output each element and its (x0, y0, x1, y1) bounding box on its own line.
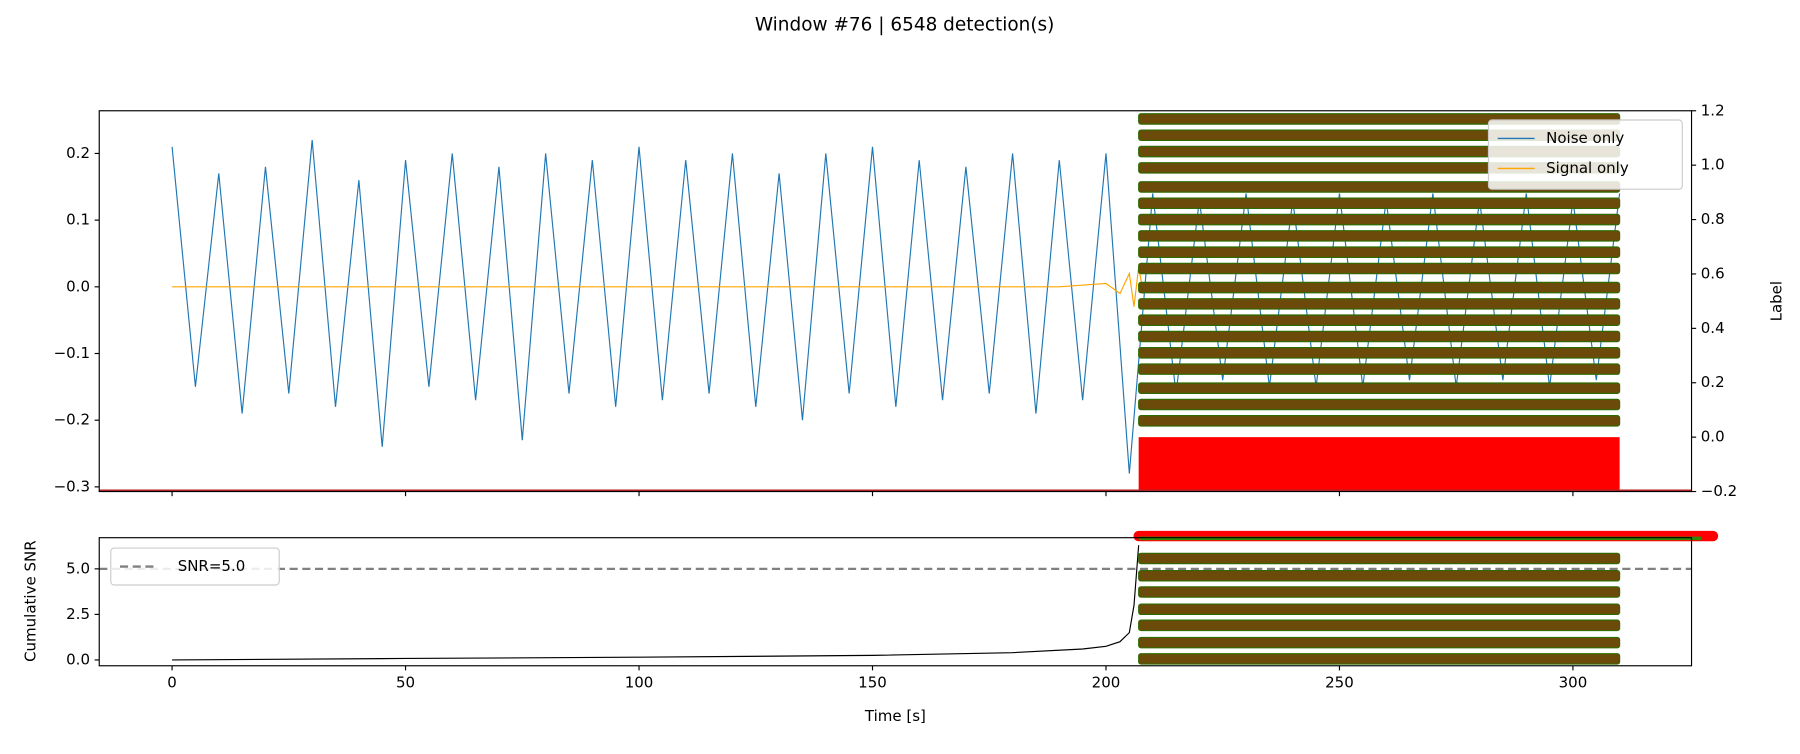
y2-tick-label: 1.2 (1701, 101, 1725, 119)
series-line (172, 545, 1140, 661)
y-tick-label: −0.2 (54, 411, 90, 429)
x-tick-label: 150 (858, 674, 887, 692)
detection-stripe (1138, 298, 1621, 310)
legend-label: Noise only (1546, 129, 1624, 147)
series-line (172, 266, 1154, 307)
detection-stripe (1138, 347, 1621, 359)
detection-stripe (1138, 330, 1621, 343)
detection-stripe (1138, 246, 1621, 258)
detection-stripe (1138, 636, 1621, 649)
detection-stripe (1138, 363, 1621, 375)
y-tick-label: 5.0 (66, 559, 90, 577)
plot-frame (98, 537, 1693, 667)
detection-stripe (1138, 570, 1621, 582)
y-axis-label: Cumulative SNR (22, 540, 40, 662)
plot-frame (98, 110, 1693, 493)
legend-box (110, 547, 280, 586)
detection-stripe (1138, 197, 1621, 210)
detection-stripe (1138, 281, 1621, 294)
x-tick-label: 0 (167, 674, 177, 692)
x-tick-label: 250 (1325, 674, 1354, 692)
detection-stripe (1138, 314, 1621, 326)
y-tick-label: 0.0 (66, 277, 90, 295)
detection-stripe (1138, 262, 1621, 275)
chart-title: Window #76 | 6548 detection(s) (755, 14, 1055, 35)
x-tick-label: 300 (1559, 674, 1588, 692)
label-band (1138, 437, 1620, 492)
x-tick-label: 200 (1092, 674, 1121, 692)
y2-tick-label: 0.2 (1701, 373, 1725, 391)
y-tick-label: 0.0 (66, 650, 90, 668)
y-tick-label: −0.3 (54, 477, 90, 495)
y-tick-label: 0.1 (66, 211, 90, 229)
y2-tick-label: 0.0 (1701, 428, 1725, 446)
detection-stripe (1138, 603, 1621, 616)
legend-box (1487, 119, 1683, 190)
detection-stripe (1138, 619, 1621, 632)
legend-label: Signal only (1546, 159, 1629, 177)
y2-tick-label: 0.4 (1701, 319, 1725, 337)
y2-tick-label: 0.8 (1701, 210, 1725, 228)
detection-stripe (1138, 586, 1621, 598)
legend-label: SNR=5.0 (178, 557, 246, 575)
x-tick-label: 50 (396, 674, 415, 692)
detection-stripe (1138, 230, 1621, 242)
y-tick-label: −0.1 (54, 344, 90, 362)
y2-tick-label: 0.6 (1701, 264, 1725, 282)
detection-stripe (1138, 653, 1621, 665)
y-tick-label: 0.2 (66, 144, 90, 162)
detection-stripe (1138, 213, 1621, 226)
x-axis-label: Time [s] (864, 707, 926, 725)
y2-tick-label: 1.0 (1701, 156, 1725, 174)
detection-stripe (1138, 398, 1621, 411)
series-line (171, 140, 1621, 474)
detection-stripe (1138, 382, 1621, 394)
y2-tick-label: −0.2 (1701, 482, 1737, 500)
x-tick-label: 100 (625, 674, 654, 692)
detection-stripe (1138, 552, 1621, 565)
y-tick-label: 2.5 (66, 605, 90, 623)
y2-axis-label: Label (1767, 281, 1785, 321)
detection-stripe (1138, 415, 1621, 427)
